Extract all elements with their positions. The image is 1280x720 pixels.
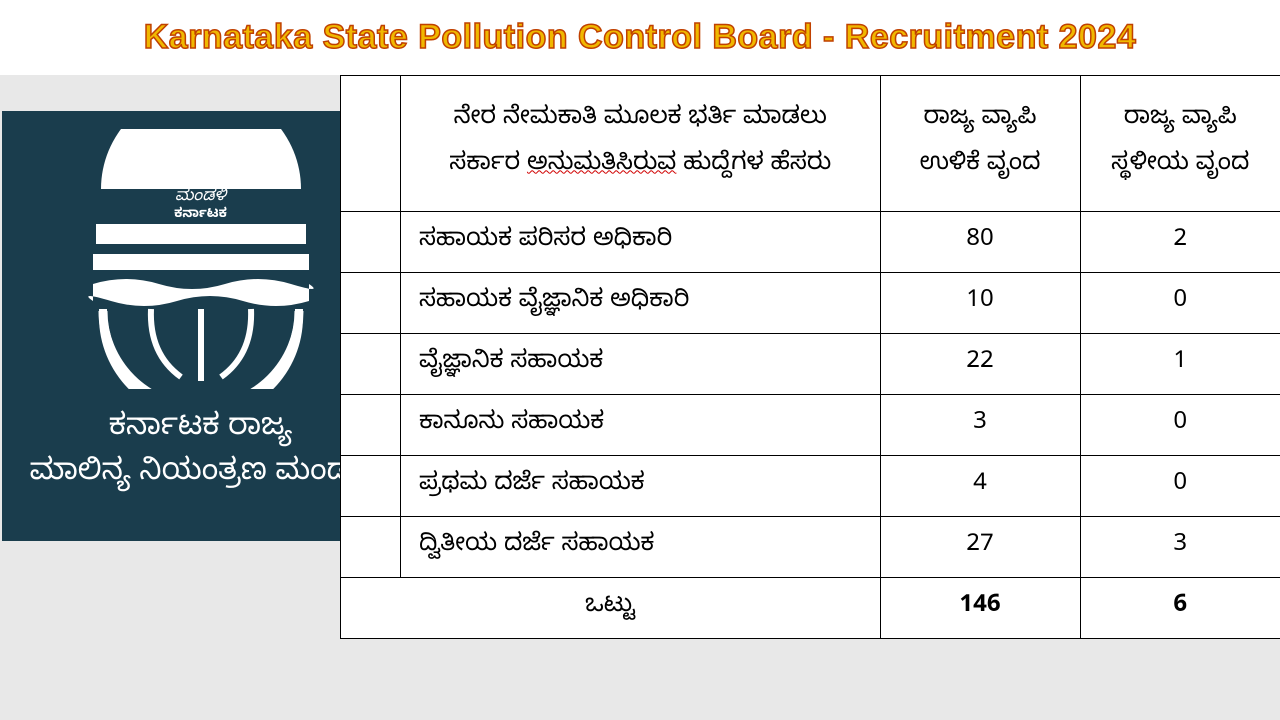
row-stub [341, 517, 401, 578]
vacancy-table: ನೇರ ನೇಮಕಾತಿ ಮೂಲಕ ಭರ್ತಿ ಮಾಡಲು ಸರ್ಕಾರ ಅನುಮ… [340, 75, 1280, 639]
org-name: ಕರ್ನಾಟಕ ರಾಜ್ಯ ಮಾಲಿನ್ಯ ನಿಯಂತ್ರಣ ಮಂಡಳಿ [30, 409, 372, 499]
logo-region: ಕರ್ನಾಟಕ [71, 205, 331, 225]
table-row: ದ್ವಿತೀಯ ದರ್ಜೆ ಸಹಾಯಕ 27 3 [341, 517, 1280, 578]
page-title: Karnataka State Pollution Control Board … [0, 18, 1280, 57]
post-name: ಸಹಾಯಕ ವೈಜ್ಞಾನಿಕ ಅಧಿಕಾರಿ [401, 273, 881, 334]
table-row: ಸಹಾಯಕ ವೈಜ್ಞಾನಿಕ ಅಧಿಕಾರಿ 10 0 [341, 273, 1280, 334]
local-val: 0 [1080, 395, 1280, 456]
residual-val: 22 [880, 334, 1080, 395]
residual-val: 4 [880, 456, 1080, 517]
header-col1-mid: ಅನುಮತಿಸಿರುವ [527, 150, 676, 182]
header-stub [341, 76, 401, 212]
post-name: ಸಹಾಯಕ ಪರಿಸರ ಅಧಿಕಾರಿ [401, 212, 881, 273]
residual-val: 10 [880, 273, 1080, 334]
header-col-local: ರಾಜ್ಯ ವ್ಯಾಪಿ ಸ್ಥಳೀಯ ವೃಂದ [1080, 76, 1280, 212]
local-val: 0 [1080, 273, 1280, 334]
post-name: ವೈಜ್ಞಾನಿಕ ಸಹಾಯಕ [401, 334, 881, 395]
table-row: ವೈಜ್ಞಾನಿಕ ಸಹಾಯಕ 22 1 [341, 334, 1280, 395]
table-row: ಕಾನೂನು ಸಹಾಯಕ 3 0 [341, 395, 1280, 456]
table-total-row: ಒಟ್ಟು 146 6 [341, 578, 1280, 639]
row-stub [341, 273, 401, 334]
local-val: 1 [1080, 334, 1280, 395]
logo-inner-text: ಮಾಲಿನ್ಯ ನಿಯಂತ್ರಣ ಮಂಡಳಿ [71, 165, 331, 209]
local-val: 0 [1080, 456, 1280, 517]
total-label: ಒಟ್ಟು [341, 578, 881, 639]
post-name: ಪ್ರಥಮ ದರ್ಜೆ ಸಹಾಯಕ [401, 456, 881, 517]
logo-emblem: ಮಾಲಿನ್ಯ ನಿಯಂತ್ರಣ ಮಂಡಳಿ ಕರ್ನಾಟಕ [71, 129, 331, 389]
org-name-line1: ಕರ್ನಾಟಕ ರಾಜ್ಯ [109, 411, 292, 451]
table-row: ಸಹಾಯಕ ಪರಿಸರ ಅಧಿಕಾರಿ 80 2 [341, 212, 1280, 273]
row-stub [341, 456, 401, 517]
table-row: ಪ್ರಥಮ ದರ್ಜೆ ಸಹಾಯಕ 4 0 [341, 456, 1280, 517]
header-col-residual: ರಾಜ್ಯ ವ್ಯಾಪಿ ಉಳಿಕೆ ವೃಂದ [880, 76, 1080, 212]
post-name: ದ್ವಿತೀಯ ದರ್ಜೆ ಸಹಾಯಕ [401, 517, 881, 578]
table-header-row: ನೇರ ನೇಮಕಾತಿ ಮೂಲಕ ಭರ್ತಿ ಮಾಡಲು ಸರ್ಕಾರ ಅನುಮ… [341, 76, 1280, 212]
residual-val: 27 [880, 517, 1080, 578]
residual-val: 80 [880, 212, 1080, 273]
total-local: 6 [1080, 578, 1280, 639]
header-post-name: ನೇರ ನೇಮಕಾತಿ ಮೂಲಕ ಭರ್ತಿ ಮಾಡಲು ಸರ್ಕಾರ ಅನುಮ… [401, 76, 881, 212]
post-name: ಕಾನೂನು ಸಹಾಯಕ [401, 395, 881, 456]
logo-inner-line1: ಮಾಲಿನ್ಯ ನಿಯಂತ್ರಣ [137, 165, 264, 187]
total-residual: 146 [880, 578, 1080, 639]
row-stub [341, 212, 401, 273]
row-stub [341, 395, 401, 456]
org-name-line2: ಮಾಲಿನ್ಯ ನಿಯಂತ್ರಣ ಮಂಡಳಿ [30, 456, 372, 496]
residual-val: 3 [880, 395, 1080, 456]
local-val: 3 [1080, 517, 1280, 578]
local-val: 2 [1080, 212, 1280, 273]
header-col1-post: ಹುದ್ದೆಗಳ ಹೆಸರು [676, 150, 831, 182]
row-stub [341, 334, 401, 395]
